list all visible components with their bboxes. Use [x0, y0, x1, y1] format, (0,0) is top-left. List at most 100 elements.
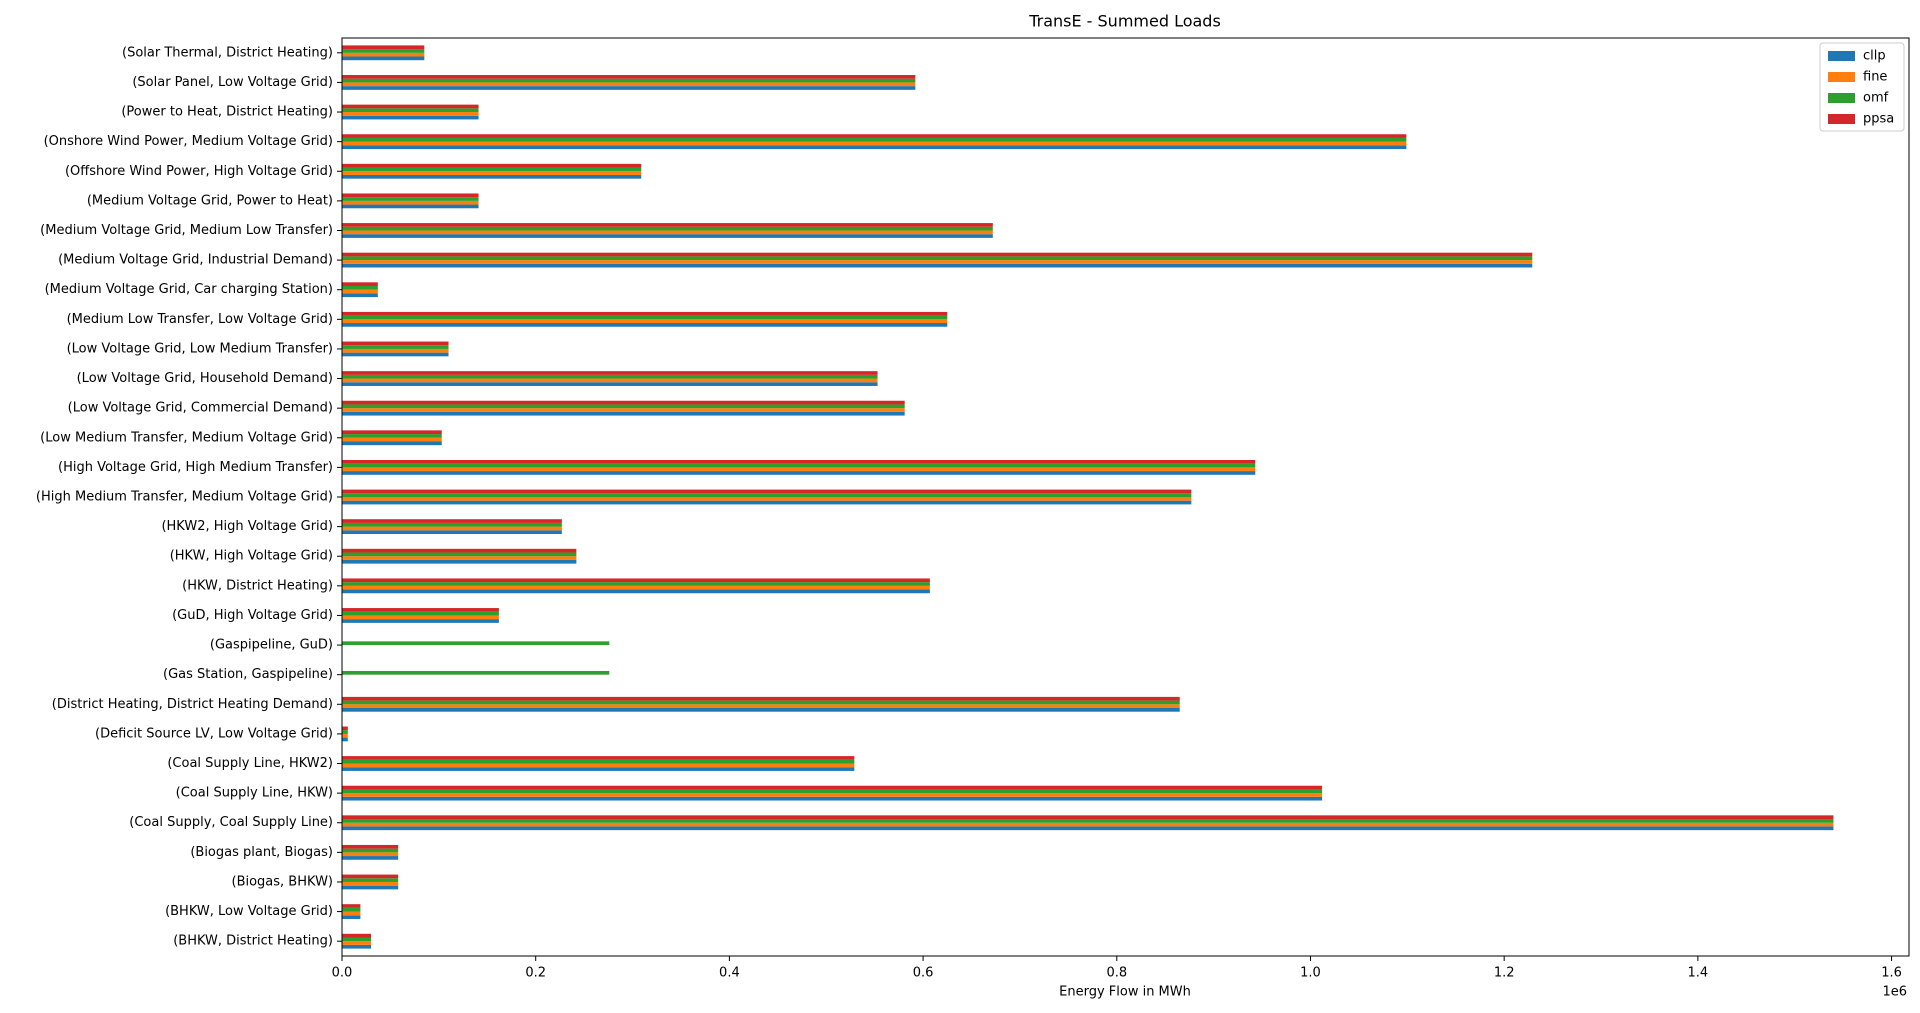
- bar: [342, 223, 993, 227]
- bar: [342, 796, 1323, 801]
- y-tick-label: (Low Medium Transfer, Medium Voltage Gri…: [40, 430, 333, 445]
- bar: [342, 726, 348, 731]
- y-tick-label: (Coal Supply, Coal Supply Line): [129, 815, 333, 830]
- bar: [342, 323, 948, 327]
- y-tick-label: (Biogas plant, Biogas): [190, 845, 333, 860]
- bar: [342, 785, 1323, 790]
- bar: [342, 378, 878, 383]
- bar: [342, 52, 425, 57]
- chart-title: TransE - Summed Loads: [1028, 12, 1221, 31]
- legend-swatch: [1828, 51, 1855, 61]
- bar: [342, 552, 577, 557]
- bar: [342, 174, 642, 179]
- bar: [342, 578, 930, 583]
- bar: [342, 382, 878, 386]
- bar: [342, 371, 878, 375]
- y-tick-label: (Solar Panel, Low Voltage Grid): [132, 75, 333, 90]
- bar: [342, 641, 610, 646]
- y-tick-label: (HKW, District Heating): [182, 578, 333, 593]
- bar: [342, 345, 449, 349]
- y-tick-label: (BHKW, District Heating): [173, 934, 333, 949]
- bar: [342, 819, 1834, 823]
- bar: [342, 548, 577, 553]
- bar: [342, 104, 479, 109]
- legend-label: ppsa: [1863, 112, 1894, 127]
- bar: [342, 86, 916, 90]
- x-tick-label: 0.6: [913, 966, 934, 981]
- bar: [342, 759, 855, 764]
- bar: [342, 611, 499, 616]
- bar: [342, 411, 905, 416]
- legend-swatch: [1828, 114, 1855, 124]
- y-tick-label: (High Medium Transfer, Medium Voltage Gr…: [36, 490, 333, 505]
- bar: [342, 115, 479, 120]
- bar: [342, 167, 642, 172]
- bar: [342, 256, 1533, 261]
- bar: [342, 933, 372, 938]
- bar: [342, 526, 562, 531]
- bar: [342, 582, 930, 586]
- y-tick-label: (Medium Low Transfer, Low Voltage Grid): [67, 312, 333, 327]
- legend-label: omf: [1863, 91, 1889, 106]
- legend-box: [1819, 42, 1905, 132]
- bar: [342, 911, 361, 916]
- bar: [342, 78, 916, 83]
- bar: [342, 348, 449, 353]
- bar: [342, 559, 577, 564]
- bar: [342, 430, 442, 435]
- bar: [342, 822, 1834, 827]
- bar: [342, 374, 878, 379]
- bar: [342, 737, 348, 742]
- bar: [342, 137, 1407, 142]
- bar: [342, 400, 905, 405]
- bar: [342, 941, 372, 945]
- y-tick-label: (Medium Voltage Grid, Car charging Stati…: [45, 282, 333, 297]
- x-axis-label: Energy Flow in MWh: [1059, 985, 1191, 1000]
- bar: [342, 311, 948, 316]
- x-offset-label: 1e6: [1882, 985, 1907, 1000]
- bar: [342, 848, 399, 853]
- bar: [342, 493, 1192, 497]
- y-tick-label: (Medium Voltage Grid, Industrial Demand): [58, 253, 333, 268]
- bar: [342, 904, 361, 908]
- y-tick-label: (Biogas, BHKW): [232, 874, 334, 889]
- bar: [342, 49, 425, 53]
- bar: [342, 112, 479, 116]
- axes-frame: [341, 37, 1910, 957]
- y-tick-label: (Deficit Source LV, Low Voltage Grid): [95, 726, 333, 741]
- bar: [342, 707, 1180, 712]
- bar: [342, 619, 499, 623]
- bar: [342, 197, 479, 201]
- bar: [342, 793, 1323, 797]
- bar: [342, 944, 372, 949]
- y-tick-label: (Solar Thermal, District Heating): [122, 45, 333, 60]
- bar: [342, 767, 855, 771]
- bar: [342, 341, 449, 346]
- bar: [342, 881, 399, 886]
- x-tick-label: 1.0: [1300, 966, 1321, 981]
- bar: [342, 756, 855, 760]
- bar: [342, 730, 348, 734]
- x-tick-label: 0.2: [525, 966, 546, 981]
- bar: [342, 670, 610, 675]
- bar: [342, 171, 642, 175]
- y-tick-label: (Coal Supply Line, HKW): [176, 786, 333, 801]
- y-tick-label: (Power to Heat, District Heating): [121, 105, 333, 120]
- bar: [342, 608, 499, 612]
- bar: [342, 226, 993, 231]
- bar: [342, 82, 916, 87]
- bar: [342, 230, 993, 235]
- bar: [342, 826, 1834, 831]
- x-tick-label: 1.4: [1688, 966, 1709, 981]
- bar: [342, 293, 378, 298]
- bar: [342, 497, 1192, 501]
- bar: [342, 489, 1192, 494]
- y-tick-label: (Coal Supply Line, HKW2): [167, 756, 333, 771]
- x-tick-label: 0.4: [719, 966, 740, 981]
- bar: [342, 75, 916, 79]
- bar: [342, 589, 930, 594]
- bar: [342, 878, 399, 882]
- bar: [342, 204, 479, 209]
- bar: [342, 141, 1407, 146]
